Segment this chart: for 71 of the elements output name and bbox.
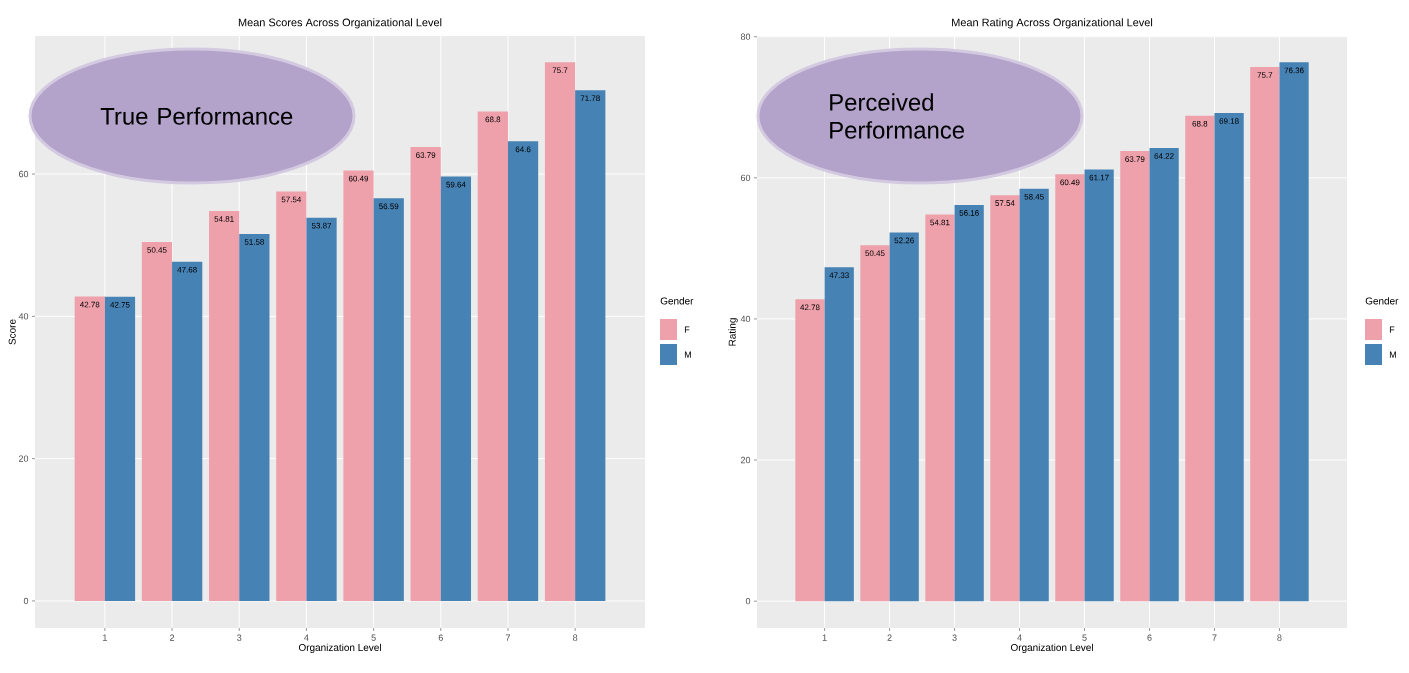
y-axis-title: Rating [728, 318, 738, 346]
bar [276, 191, 307, 601]
bar [1120, 151, 1150, 602]
y-tick-label: 60 [18, 170, 29, 178]
bar [544, 62, 576, 601]
bar [1149, 148, 1179, 602]
bar [1250, 67, 1280, 602]
bar [1084, 169, 1114, 602]
bar [1214, 113, 1244, 602]
legend-label: M [684, 351, 691, 358]
bar [306, 217, 337, 601]
x-tick-label: 6 [438, 634, 443, 641]
x-tick-label: 7 [1212, 634, 1217, 641]
bar [209, 210, 240, 601]
bar [1055, 174, 1085, 602]
bar [172, 261, 203, 601]
x-tick-label: 6 [1147, 634, 1152, 641]
annotation: True Performance [100, 107, 293, 125]
bar [925, 214, 955, 602]
bar [141, 241, 173, 601]
bar [440, 176, 472, 601]
x-axis-title: Organization Level [1010, 643, 1093, 653]
y-tick-label: 20 [18, 455, 29, 462]
bar [1279, 62, 1309, 602]
bar [104, 296, 136, 601]
x-tick-label: 1 [103, 634, 107, 641]
bar [410, 147, 441, 601]
y-tick-label: 20 [740, 456, 751, 464]
bar [954, 204, 984, 602]
x-tick-label: 3 [237, 634, 242, 641]
bar [990, 195, 1020, 602]
legend-title: Gender [1365, 297, 1399, 305]
legend-title: Gender [660, 297, 694, 305]
y-tick-label: 0 [745, 597, 751, 605]
bar [239, 233, 270, 601]
x-tick-label: 1 [822, 634, 827, 641]
bar [507, 141, 539, 601]
x-axis-title: Organization Level [298, 643, 381, 653]
bar [889, 232, 919, 602]
bar [373, 198, 404, 601]
y-tick-label: 60 [740, 174, 751, 181]
y-tick-label: 40 [18, 313, 29, 320]
bar [575, 90, 606, 601]
bar [1185, 115, 1215, 602]
x-tick-label: 3 [952, 634, 957, 641]
bar [795, 299, 825, 602]
x-tick-label: 5 [1082, 634, 1087, 641]
bar [860, 245, 890, 602]
y-tick-label: 0 [23, 597, 29, 605]
x-tick-label: 2 [887, 634, 892, 641]
y-tick-label: 80 [740, 33, 751, 40]
x-tick-label: 2 [170, 634, 175, 641]
bar [477, 111, 508, 601]
x-tick-label: 8 [573, 634, 578, 641]
y-axis-title: Score [8, 319, 16, 345]
y-tick-label: 40 [740, 315, 751, 323]
x-tick-label: 8 [1277, 634, 1282, 641]
x-tick-label: 4 [1017, 634, 1022, 641]
bar [343, 170, 374, 601]
x-tick-label: 5 [371, 634, 376, 641]
legend-label: F [1389, 326, 1395, 333]
legend-label: M [1389, 351, 1396, 358]
chart-title: Mean Rating Across Organizational Level [952, 18, 1153, 29]
bar [1019, 188, 1049, 602]
chart-title: Mean Scores Across Organizational Level [238, 18, 442, 29]
x-tick-label: 7 [505, 634, 510, 641]
annotation: Perceived Performance [830, 93, 965, 139]
bar [824, 267, 854, 602]
bar [74, 296, 105, 601]
x-tick-label: 4 [304, 634, 309, 641]
legend-label: F [684, 326, 690, 333]
